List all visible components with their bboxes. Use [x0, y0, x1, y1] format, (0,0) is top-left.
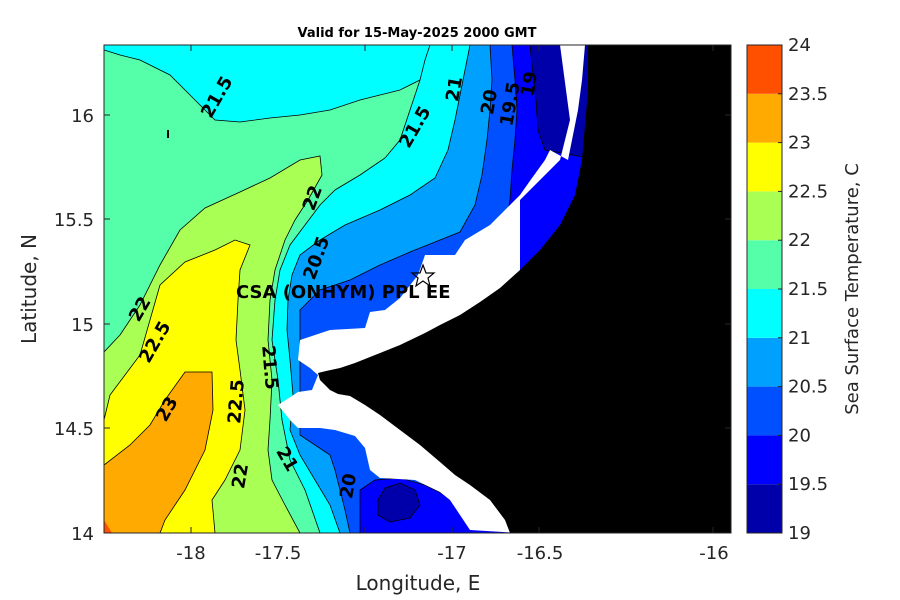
x-axis-label: Longitude, E — [356, 571, 481, 595]
contour-label: 19 — [517, 70, 542, 98]
y-tick-label: 15.5 — [54, 210, 94, 231]
colorbar-tick-label: 22.5 — [788, 181, 828, 202]
band-19-19.5-south — [377, 482, 421, 523]
band-23-23.5 — [104, 371, 214, 533]
colorbar-segment — [747, 289, 782, 338]
x-tick-label: -16.5 — [517, 543, 564, 564]
colorbar-segment — [747, 240, 782, 289]
y-axis: 16 15.5 15 14.5 14 Latitude, N — [17, 106, 731, 545]
colorbar-segment — [747, 386, 782, 436]
y-tick-label: 16 — [71, 106, 94, 127]
y-tick-label: 15 — [71, 315, 94, 336]
x-axis: -18 -17.5 -17 -16.5 -16 Longitude, E — [176, 45, 729, 595]
colorbar-label: Sea Surface Temperature, C — [842, 163, 863, 415]
colorbar-segment — [747, 337, 782, 387]
station-label: CSA (ONHYM) PPL EE — [236, 282, 451, 303]
land-mass — [318, 45, 731, 533]
x-tick-label: -18 — [176, 543, 205, 564]
plot-frame — [103, 44, 732, 534]
colorbar-segments — [747, 45, 782, 533]
map-title: Valid for 15-May-2025 2000 GMT — [298, 26, 537, 41]
colorbar-tick-label: 20 — [788, 425, 811, 446]
x-tick-label: -16 — [699, 543, 728, 564]
colorbar-tick-label: 19 — [788, 523, 811, 544]
colorbar-segment — [747, 45, 782, 94]
colorbar: 24 23.5 23 22.5 22 21.5 21 20.5 20 19.5 19 Sea Sur… — [746, 35, 863, 544]
colorbar-tick-label: 19.5 — [788, 474, 828, 495]
contour-label: 21 — [442, 75, 467, 103]
colorbar-tick-label: 23 — [788, 133, 811, 154]
x-tick-label: -17.5 — [255, 543, 302, 564]
colorbar-segment — [747, 93, 782, 143]
contour-label: 20 — [477, 88, 502, 116]
colorbar-tick-label: 23.5 — [788, 84, 828, 105]
contour-label: 22.5 — [224, 378, 249, 424]
contour-label: 22 — [228, 462, 253, 490]
colorbar-segment — [747, 191, 782, 241]
colorbar-segment — [747, 435, 782, 485]
colorbar-tick-label: 21.5 — [788, 279, 828, 300]
contour-label: 21.5 — [257, 344, 282, 390]
y-axis-label: Latitude, N — [17, 234, 41, 344]
x-tick-label: -17 — [437, 543, 466, 564]
colorbar-segment — [747, 484, 782, 533]
contour-label: 20 — [336, 472, 361, 500]
band-23.5-24 — [104, 520, 112, 533]
map-plot-area: 21.5 21 20 19.5 19 21.5 22 20.5 22 22.5 … — [104, 45, 731, 533]
colorbar-tick-label: 24 — [788, 35, 811, 56]
colorbar-tick-label: 21 — [788, 328, 811, 349]
star-icon — [410, 263, 436, 288]
colorbar-tick-label: 22 — [788, 230, 811, 251]
y-tick-label: 14 — [71, 524, 94, 545]
station-marker-group: CSA (ONHYM) PPL EE — [236, 263, 451, 303]
colorbar-segment — [747, 142, 782, 192]
colorbar-ticks: 24 23.5 23 22.5 22 21.5 21 20.5 20 19.5 19 — [778, 35, 828, 544]
colorbar-tick-label: 20.5 — [788, 377, 828, 398]
y-tick-label: 14.5 — [54, 419, 94, 440]
